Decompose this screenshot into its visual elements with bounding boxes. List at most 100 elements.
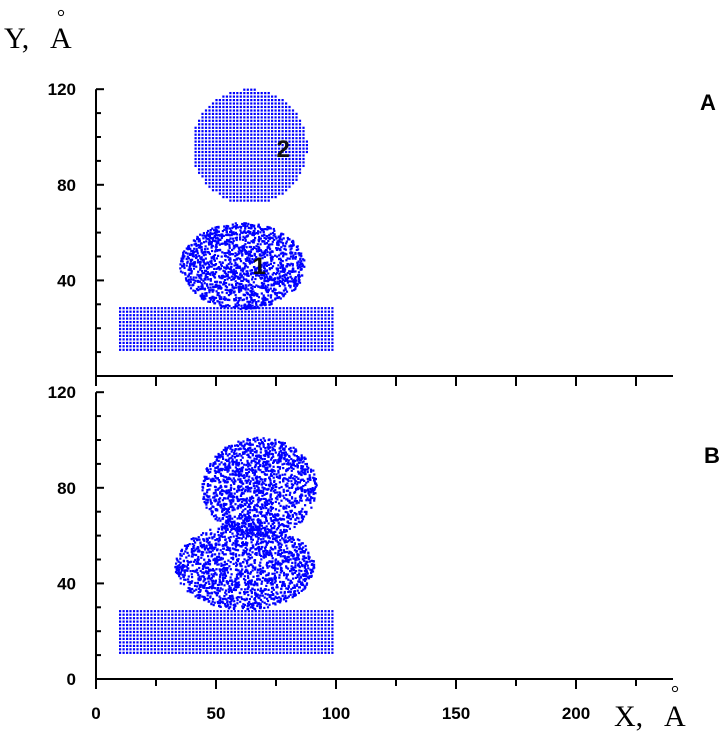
data-point — [289, 651, 292, 654]
data-point — [213, 634, 216, 637]
data-point — [276, 592, 279, 595]
data-point — [216, 624, 219, 627]
data-point — [129, 310, 132, 313]
data-point — [197, 275, 200, 278]
data-point — [212, 586, 215, 589]
data-point — [238, 554, 241, 557]
data-point — [188, 624, 191, 627]
data-point — [310, 620, 313, 623]
data-point — [185, 627, 188, 630]
data-point — [237, 341, 240, 344]
data-point — [274, 144, 277, 147]
data-point — [247, 321, 250, 324]
data-point — [331, 617, 334, 620]
data-point — [295, 140, 298, 143]
data-point — [225, 171, 228, 174]
data-point — [150, 338, 153, 341]
data-point — [190, 252, 193, 256]
data-point — [202, 624, 205, 627]
data-point — [310, 637, 313, 640]
data-point — [259, 561, 262, 564]
data-point — [265, 648, 268, 651]
data-point — [239, 130, 242, 133]
data-point — [279, 580, 282, 583]
data-point — [223, 630, 226, 634]
data-point — [288, 126, 291, 129]
data-point — [224, 553, 227, 556]
data-point — [201, 161, 204, 164]
data-point — [250, 168, 253, 171]
data-point — [282, 251, 285, 255]
data-point — [268, 641, 271, 644]
data-point — [126, 634, 129, 637]
data-point — [187, 281, 190, 284]
data-point — [146, 345, 149, 348]
data-point — [296, 620, 299, 623]
data-point — [265, 624, 268, 627]
data-point — [244, 262, 247, 266]
data-point — [241, 222, 244, 226]
data-point — [271, 161, 274, 164]
data-point — [286, 634, 289, 637]
data-point — [272, 278, 275, 281]
data-point — [244, 627, 247, 630]
data-point — [280, 241, 283, 244]
data-point — [289, 593, 292, 596]
data-point — [285, 119, 288, 122]
data-point — [287, 595, 290, 598]
data-point — [221, 576, 224, 579]
data-point — [293, 314, 296, 317]
data-point — [271, 168, 274, 171]
data-point — [278, 171, 281, 174]
data-point — [164, 644, 167, 647]
data-point — [240, 617, 243, 620]
data-point — [157, 327, 160, 331]
data-point — [164, 310, 167, 313]
data-point — [219, 587, 222, 590]
data-point — [266, 254, 269, 257]
data-point — [206, 572, 209, 575]
data-point — [258, 324, 261, 327]
data-point — [219, 321, 223, 324]
data-point — [310, 324, 313, 327]
data-point — [281, 116, 284, 119]
data-point — [260, 147, 263, 150]
data-point — [225, 102, 228, 105]
data-point — [254, 258, 257, 261]
data-point — [270, 236, 273, 239]
data-point — [232, 140, 235, 143]
data-point — [304, 575, 307, 578]
data-point — [232, 273, 235, 276]
data-point — [296, 245, 299, 248]
data-point — [236, 264, 239, 268]
data-point — [194, 126, 197, 129]
data-point — [240, 274, 243, 277]
data-point — [185, 617, 188, 620]
data-point — [327, 327, 330, 331]
data-point — [233, 348, 236, 351]
data-point — [246, 133, 249, 136]
data-point — [206, 321, 209, 324]
data-point — [202, 266, 205, 269]
data-point — [254, 236, 257, 240]
data-point — [260, 109, 263, 112]
data-point — [222, 297, 225, 301]
data-point — [207, 300, 210, 303]
data-point — [204, 257, 207, 260]
data-point — [181, 338, 184, 341]
data-point — [271, 240, 274, 243]
data-point — [204, 250, 207, 253]
data-point — [306, 572, 309, 575]
data-point — [132, 610, 136, 613]
data-point — [306, 348, 310, 351]
data-point — [295, 150, 298, 154]
data-point — [218, 185, 221, 188]
data-point — [271, 130, 274, 133]
data-point — [190, 278, 193, 281]
data-point — [278, 137, 281, 140]
data-point — [167, 310, 170, 313]
data-point — [201, 164, 204, 167]
data-point — [250, 147, 253, 150]
data-point — [298, 578, 301, 581]
data-point — [271, 580, 274, 583]
